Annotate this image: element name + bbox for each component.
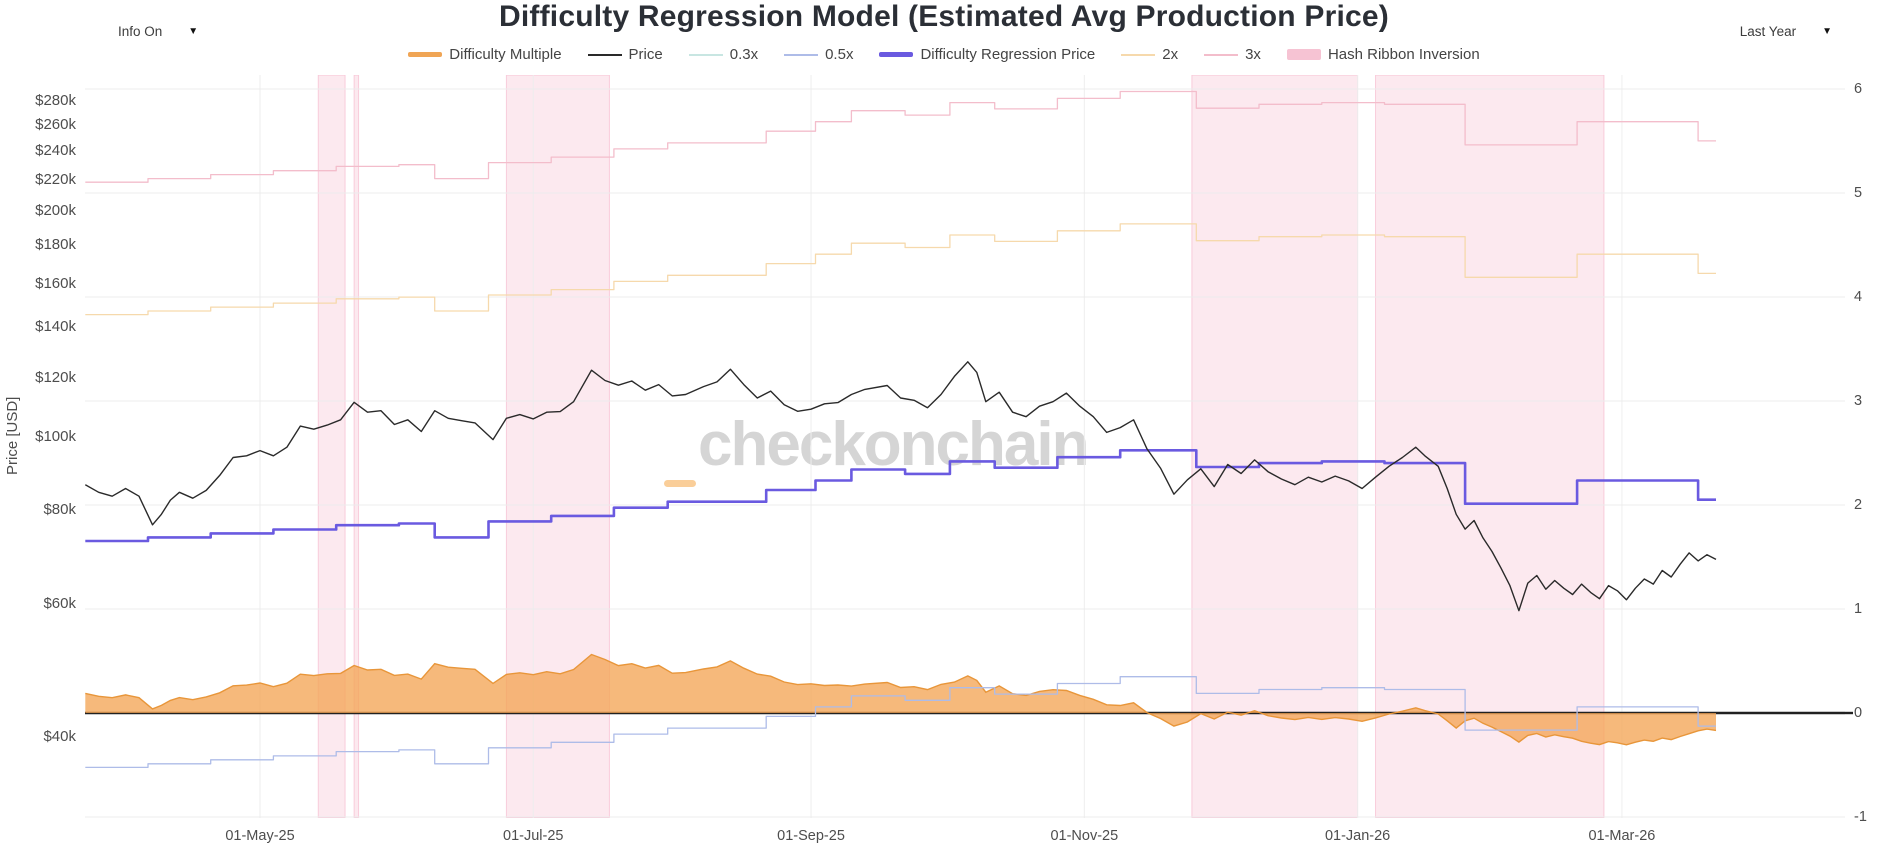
- legend-swatch-icon: [408, 52, 443, 57]
- legend-swatch-icon: [784, 53, 819, 56]
- x-axis-date-label: 01-Sep-25: [777, 828, 845, 844]
- info-toggle-dropdown[interactable]: Info On ▼: [118, 24, 198, 39]
- chart-legend: Difficulty Multiple Price 0.3x 0.5x Difficul…: [0, 46, 1888, 63]
- x-axis-date-label: 01-May-25: [225, 828, 295, 844]
- legend-item-0-3x[interactable]: 0.3x: [688, 46, 759, 63]
- hash-ribbon-inversion-band: [1191, 75, 1359, 818]
- multiple-line-2x: [85, 223, 1716, 316]
- y-axis-price-label: $40k: [43, 727, 76, 745]
- y-axis-price-label: $140k: [35, 318, 76, 336]
- y-axis-multiple-label: 2: [1854, 497, 1863, 513]
- y-axis-price-label: $280k: [35, 92, 76, 110]
- y-axis-price-label: $260k: [35, 116, 76, 134]
- legend-swatch-icon: [688, 53, 723, 56]
- y-axis-price-label: $120k: [35, 368, 76, 386]
- y-axis-price-label: $80k: [43, 501, 76, 519]
- legend-label: Price: [628, 46, 663, 63]
- difficulty-regression-price-line: [85, 449, 1716, 543]
- legend-label: Difficulty Regression Price: [920, 46, 1096, 63]
- y-axis-multiple-label: 0: [1854, 705, 1863, 721]
- y-axis-multiple-label: 1: [1854, 601, 1863, 617]
- y-axis-multiple-label: -1: [1854, 809, 1867, 825]
- x-axis-date-label: 01-Jul-25: [503, 828, 564, 844]
- multiple-line-0.5x: [85, 676, 1716, 769]
- legend-item-difficulty-regression-price[interactable]: Difficulty Regression Price: [879, 46, 1095, 63]
- y-axis-multiple-label: 3: [1854, 393, 1863, 409]
- watermark-dash-icon: [664, 480, 696, 487]
- y-axis-price-label: $100k: [35, 428, 76, 446]
- y-axis-price-label: $200k: [35, 201, 76, 219]
- legend-item-difficulty-multiple[interactable]: Difficulty Multiple: [408, 46, 562, 63]
- y-axis-price-label: $160k: [35, 274, 76, 292]
- legend-swatch-icon: [1286, 49, 1321, 60]
- y-axis-price-label: $180k: [35, 236, 76, 254]
- hash-ribbon-inversion-band: [353, 75, 360, 818]
- legend-item-0-5x[interactable]: 0.5x: [784, 46, 853, 63]
- multiple-line-0.3x: [85, 844, 1716, 851]
- legend-label: Hash Ribbon Inversion: [1327, 46, 1480, 63]
- legend-item-2x[interactable]: 2x: [1121, 46, 1178, 63]
- difficulty-multiple-area: [85, 654, 1716, 745]
- time-range-dropdown[interactable]: Last Year ▼: [1740, 24, 1832, 39]
- legend-swatch-icon: [1204, 53, 1239, 56]
- legend-label: Difficulty Multiple: [449, 46, 562, 63]
- y-axis-multiple-label: 6: [1854, 81, 1863, 97]
- multiple-line-3x: [85, 90, 1716, 183]
- time-range-label: Last Year: [1739, 24, 1797, 39]
- y-axis-price-label: $60k: [43, 595, 76, 613]
- legend-label: 0.5x: [825, 46, 854, 63]
- legend-label: 3x: [1245, 46, 1261, 63]
- y-axis-multiple-label: 5: [1854, 185, 1863, 201]
- y-axis-price-label: $240k: [35, 142, 76, 160]
- chevron-down-icon: ▼: [1822, 26, 1832, 37]
- price-line: [85, 361, 1717, 612]
- info-toggle-label: Info On: [118, 24, 163, 39]
- legend-item-price[interactable]: Price: [587, 46, 663, 63]
- legend-swatch-icon: [1121, 53, 1156, 56]
- legend-swatch-icon: [587, 53, 622, 56]
- legend-item-hash-ribbon-inversion[interactable]: Hash Ribbon Inversion: [1286, 46, 1480, 63]
- legend-label: 2x: [1162, 46, 1179, 63]
- chevron-down-icon: ▼: [188, 26, 199, 37]
- x-axis-date-label: 01-Jan-26: [1324, 828, 1391, 844]
- x-axis-date-label: 01-Mar-26: [1588, 828, 1656, 844]
- hash-ribbon-inversion-band: [1375, 75, 1605, 818]
- legend-item-3x[interactable]: 3x: [1204, 46, 1261, 63]
- page-title: Difficulty Regression Model (Estimated A…: [499, 0, 1389, 33]
- y-axis-multiple-label: 4: [1854, 289, 1863, 305]
- y-axis-price-label: $220k: [35, 170, 76, 188]
- legend-label: 0.3x: [729, 46, 759, 63]
- legend-swatch-icon: [879, 52, 914, 57]
- x-axis-date-label: 01-Nov-25: [1050, 828, 1119, 844]
